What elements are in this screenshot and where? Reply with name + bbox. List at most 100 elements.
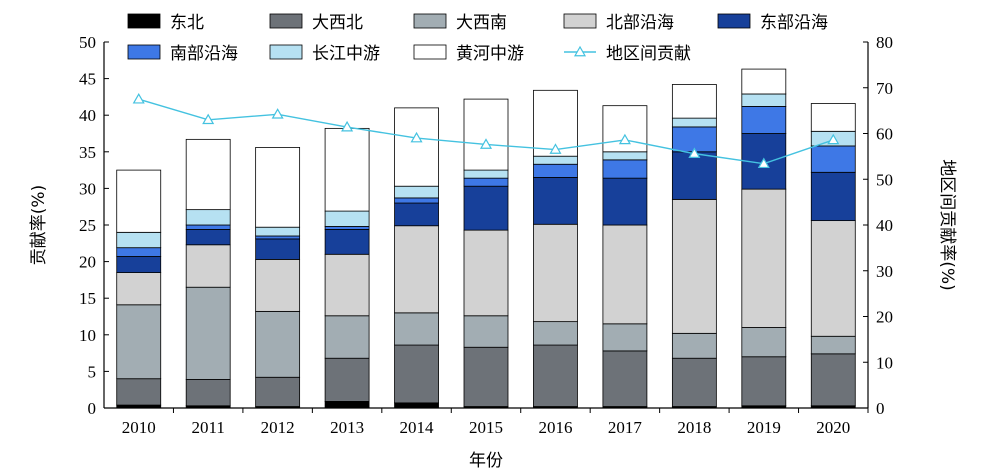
- bar-segment: [255, 259, 301, 312]
- legend-label: 地区间贡献: [606, 44, 691, 64]
- bar-segment: [463, 346, 509, 407]
- bar-segment: [741, 93, 787, 107]
- bar-segment: [810, 353, 856, 407]
- y-tick-label: 5: [88, 362, 97, 381]
- bar-segment: [602, 105, 648, 153]
- bar-segment: [185, 244, 231, 288]
- legend-swatch: [413, 13, 447, 29]
- x-tick-label: 2017: [608, 418, 643, 437]
- legend-label: 南部沿海: [170, 44, 238, 64]
- bar-segment: [185, 379, 231, 407]
- x-tick-label: 2010: [122, 418, 156, 437]
- bar-segment: [463, 185, 509, 231]
- line-point: [132, 92, 145, 104]
- line-point: [341, 120, 354, 132]
- bar-segment: [533, 177, 578, 225]
- legend-label: 黄河中游: [456, 44, 524, 64]
- bar-segment: [602, 350, 648, 407]
- x-tick-label: 2016: [538, 418, 572, 437]
- y-tick-label: 0: [88, 399, 97, 418]
- bar-segment: [463, 315, 509, 348]
- y-tick-label: 25: [79, 216, 96, 235]
- y2-tick-label: 30: [876, 262, 893, 281]
- bar-segment: [533, 321, 578, 346]
- y-tick-label: 15: [79, 289, 96, 308]
- bar-segment: [394, 402, 439, 409]
- bar-segment: [394, 202, 439, 227]
- bar-segment: [116, 378, 162, 406]
- x-axis-title: 年份: [469, 451, 503, 471]
- x-tick-label: 2015: [469, 418, 503, 437]
- bar-segment: [741, 188, 787, 328]
- bar-segment: [116, 169, 162, 233]
- y2-tick-label: 50: [876, 170, 893, 189]
- bar-segment: [394, 225, 439, 314]
- bar-segment: [394, 107, 439, 187]
- y-axis-title: 贡献率(%): [29, 185, 49, 265]
- bar-segment: [671, 357, 717, 407]
- bar-segment: [324, 210, 370, 227]
- bar-segment: [533, 223, 578, 323]
- legend-swatch: [717, 13, 751, 29]
- axes-layer: 0 5 10 15 20 25 30 35 40 45 50 0 10 20 30 40 50 60 70 80 201…: [79, 33, 893, 437]
- legend-swatch: [413, 44, 447, 60]
- bar-segment: [602, 151, 648, 161]
- line-point: [618, 133, 631, 145]
- y2-axis-title: 地区间贡献率(%): [937, 159, 957, 290]
- y-tick-label: 10: [79, 326, 96, 345]
- bar-segment: [185, 138, 231, 211]
- y-tick-label: 45: [79, 70, 96, 89]
- bar-segment: [741, 327, 787, 358]
- y2-tick-label: 10: [876, 353, 893, 372]
- bar-segment: [116, 256, 162, 273]
- bar-segment: [741, 356, 787, 407]
- bar-segment: [463, 98, 509, 171]
- bar-segment: [602, 323, 648, 352]
- bar-segment: [741, 68, 787, 95]
- bar-segment: [324, 127, 370, 212]
- x-tick-label: 2020: [816, 418, 850, 437]
- bar-segment: [324, 226, 370, 230]
- bar-segment: [810, 220, 856, 337]
- bar-segment: [463, 177, 509, 187]
- line-point: [202, 113, 215, 125]
- line-point: [827, 133, 840, 145]
- x-tick-label: 2019: [747, 418, 781, 437]
- bar-segment: [810, 171, 856, 222]
- bar-segment: [324, 357, 370, 402]
- legend-swatch: [563, 13, 597, 29]
- y-tick-label: 30: [79, 179, 96, 198]
- y2-tick-label: 40: [876, 216, 893, 235]
- y-tick-label: 50: [79, 33, 96, 52]
- bar-segment: [671, 84, 717, 119]
- bar-segment: [116, 272, 162, 306]
- y2-tick-label: 0: [876, 399, 885, 418]
- y-tick-label: 40: [79, 106, 96, 125]
- bar-segment: [324, 401, 370, 409]
- bar-segment: [463, 169, 509, 179]
- x-tick-label: 2012: [261, 418, 295, 437]
- bar-segment: [255, 235, 301, 240]
- line-point: [479, 138, 493, 149]
- bar-segment: [324, 253, 370, 317]
- x-tick-label: 2018: [677, 418, 711, 437]
- legend-label: 大西北: [312, 13, 363, 33]
- legend-label: 东北: [170, 13, 204, 33]
- bar-segment: [185, 224, 231, 230]
- bar-segment: [671, 117, 717, 128]
- bar-segment: [671, 151, 717, 200]
- bar-segment: [463, 229, 509, 317]
- line-point: [549, 143, 562, 154]
- legend-swatch: [269, 44, 303, 60]
- x-tick-label: 2011: [191, 418, 224, 437]
- line-layer: [132, 92, 840, 169]
- y-tick-label: 20: [79, 253, 96, 272]
- bars-layer: [116, 68, 856, 409]
- bar-segment: [255, 376, 301, 407]
- line-point: [271, 108, 284, 119]
- bar-segment: [671, 332, 717, 359]
- line-point: [757, 157, 770, 169]
- bar-segment: [741, 106, 787, 134]
